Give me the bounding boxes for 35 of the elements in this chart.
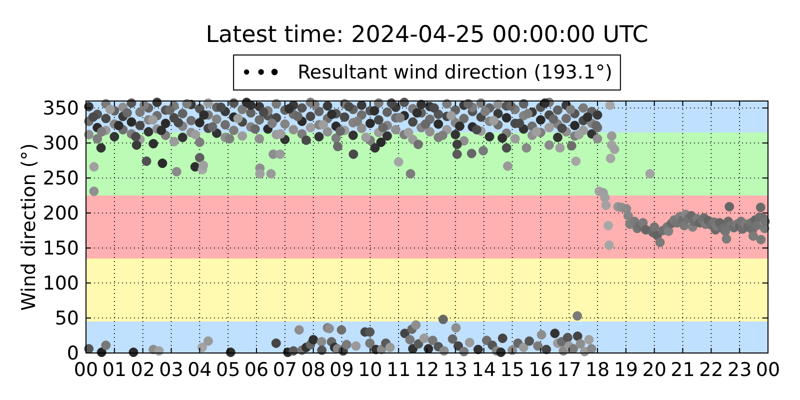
- x-tick-label: 07: [272, 359, 298, 381]
- y-tick-label: 200: [42, 202, 79, 225]
- x-tick-label: 15: [500, 359, 524, 381]
- x-tick-label: 20: [642, 359, 666, 381]
- y-tick-label: 300: [42, 132, 79, 155]
- x-tick-label: 11: [386, 359, 411, 381]
- x-tick-label: 10: [358, 359, 382, 381]
- x-tick-label: 01: [102, 359, 127, 381]
- y-tick-label: 350: [42, 98, 79, 120]
- y-axis-title: Wind direction (°): [18, 143, 40, 311]
- x-tick-label: 03: [159, 359, 184, 381]
- x-tick-label: 04: [188, 359, 212, 381]
- x-tick-label: 02: [130, 359, 155, 381]
- x-tick-label: 08: [301, 359, 326, 381]
- x-tick-label: 19: [614, 359, 638, 381]
- x-tick-label: 06: [244, 359, 269, 381]
- x-tick-label: 21: [670, 359, 695, 381]
- chart-title: Latest time: 2024-04-25 00:00:00 UTC: [206, 22, 648, 48]
- x-tick-label: 18: [585, 359, 610, 381]
- x-tick-label: 05: [216, 359, 240, 381]
- x-tick-label: 00: [756, 359, 780, 381]
- x-tick-label: 13: [443, 359, 468, 381]
- x-tick-label: 00: [74, 359, 98, 381]
- y-tick-label: 150: [42, 238, 79, 260]
- x-tick-label: 14: [472, 359, 496, 381]
- y-tick-label: 100: [42, 272, 79, 295]
- y-tick-label: 250: [42, 168, 79, 190]
- x-tick-label: 22: [699, 359, 724, 381]
- x-tick-label: 17: [556, 359, 582, 381]
- x-tick-label: 23: [727, 359, 752, 381]
- x-tick-label: 16: [528, 359, 553, 381]
- y-tick-label: 50: [54, 308, 79, 330]
- x-tick-label: 12: [414, 359, 440, 381]
- x-tick-label: 09: [330, 359, 354, 381]
- series-label: Resultant wind direction (193.1°): [298, 62, 612, 84]
